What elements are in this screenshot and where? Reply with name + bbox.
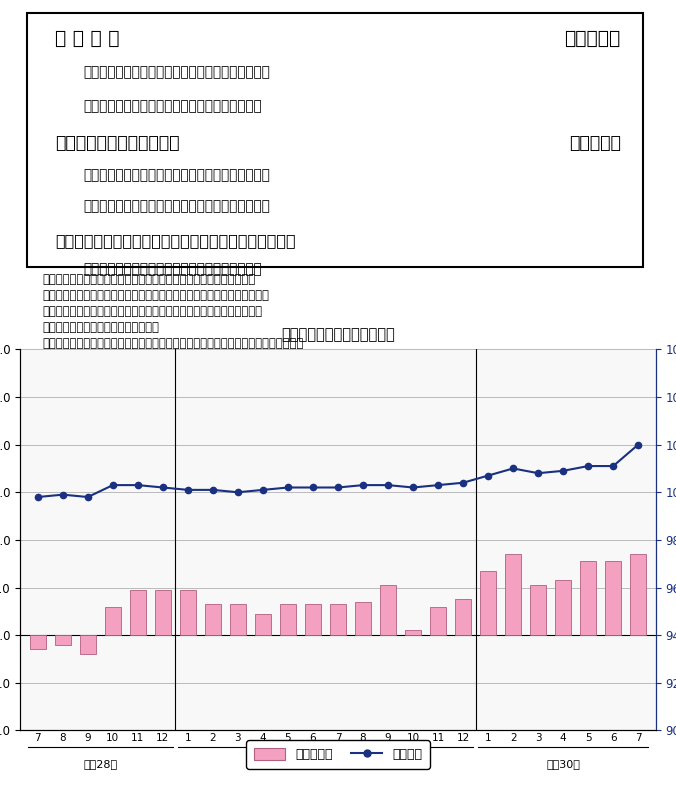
Bar bbox=[480, 571, 496, 635]
Legend: 前年同月比, 総合指数: 前年同月比, 総合指数 bbox=[246, 740, 430, 769]
Bar bbox=[380, 585, 396, 635]
Text: 平成30年: 平成30年 bbox=[546, 759, 580, 769]
Text: 〇生鮮食品及びエネルギーを除く総合指数　１０１．２: 〇生鮮食品及びエネルギーを除く総合指数 １０１．２ bbox=[55, 233, 296, 248]
Text: 平成29年: 平成29年 bbox=[308, 759, 343, 769]
Text: １０１．７: １０１．７ bbox=[569, 134, 621, 152]
Bar bbox=[255, 614, 271, 635]
Text: 公表された指数値を用いて計算した値とは一致しない場合がある。: 公表された指数値を用いて計算した値とは一致しない場合がある。 bbox=[43, 305, 262, 318]
Bar bbox=[330, 604, 346, 635]
Bar bbox=[580, 561, 596, 635]
Text: 〇生鮮食品を除く総合指数: 〇生鮮食品を除く総合指数 bbox=[55, 134, 180, 152]
Text: 平成28年: 平成28年 bbox=[83, 759, 118, 769]
Bar bbox=[55, 635, 71, 645]
Bar bbox=[505, 554, 521, 635]
Bar bbox=[455, 600, 471, 635]
Bar bbox=[405, 630, 421, 635]
Text: 前年同月比（＋）１．７％（２２か月連続の上昇）: 前年同月比（＋）１．７％（２２か月連続の上昇） bbox=[84, 65, 270, 79]
Bar bbox=[230, 604, 246, 635]
Text: １）指数値は、端数処理後（小数第２位を四捨五入）の数値である。: １）指数値は、端数処理後（小数第２位を四捨五入）の数値である。 bbox=[43, 273, 256, 286]
Bar bbox=[430, 607, 446, 635]
Text: 総 合 指 数: 総 合 指 数 bbox=[55, 29, 120, 48]
Bar bbox=[530, 585, 546, 635]
Text: ３）前月比は原数値を掲載している。: ３）前月比は原数値を掲載している。 bbox=[43, 321, 160, 334]
Bar bbox=[355, 602, 371, 635]
Title: 鳥取市消費者物価指数の推移: 鳥取市消費者物価指数の推移 bbox=[281, 328, 395, 343]
Text: 前　月　と　同　水　準　（２か月連続の横ばい）: 前 月 と 同 水 準 （２か月連続の横ばい） bbox=[84, 199, 270, 213]
Text: ４）総務省統計局「小売物価統計調査」の調査票情報をもとに作成したものである。: ４）総務省統計局「小売物価統計調査」の調査票情報をもとに作成したものである。 bbox=[43, 336, 304, 350]
Text: 前　月　比（＋）０．２％（２か月ぶりの上昇）: 前 月 比（＋）０．２％（２か月ぶりの上昇） bbox=[84, 100, 262, 114]
Text: 前年同月比（＋）１．３％（２１か月連続の上昇）: 前年同月比（＋）１．３％（２１か月連続の上昇） bbox=[84, 167, 270, 182]
Bar bbox=[555, 580, 571, 635]
Bar bbox=[130, 590, 146, 635]
Text: 前年同月比（＋）０．４％（８か月連続の上昇）: 前年同月比（＋）０．４％（８か月連続の上昇） bbox=[84, 262, 262, 276]
Bar bbox=[80, 635, 96, 654]
Text: １０２．０: １０２．０ bbox=[564, 29, 621, 48]
Bar bbox=[155, 590, 171, 635]
Bar bbox=[205, 604, 221, 635]
Bar bbox=[180, 590, 196, 635]
Text: ２）変化率、寄与度は、端数処理前の指数値を用いて計算しているため、: ２）変化率、寄与度は、端数処理前の指数値を用いて計算しているため、 bbox=[43, 289, 270, 302]
Bar bbox=[630, 554, 646, 635]
Bar bbox=[105, 607, 121, 635]
Bar bbox=[30, 635, 46, 649]
Bar bbox=[305, 604, 321, 635]
Bar bbox=[605, 561, 621, 635]
Bar bbox=[280, 604, 296, 635]
